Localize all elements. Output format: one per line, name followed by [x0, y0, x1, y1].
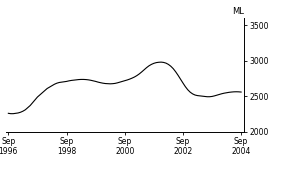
Text: ML: ML	[232, 7, 244, 16]
